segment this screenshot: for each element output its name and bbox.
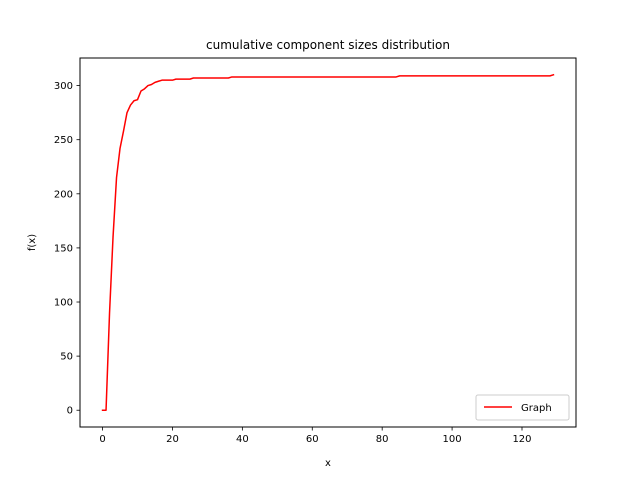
series-line-graph (101, 73, 555, 411)
y-tick-label: 150 (54, 243, 73, 254)
y-tick-label: 250 (54, 135, 73, 146)
y-axis-label: f(x) (27, 234, 38, 251)
y-tick-label: 100 (54, 298, 73, 309)
legend-label: Graph (521, 403, 552, 414)
axis-ticks: 0 20 40 60 80 100 120 0 50 100 150 200 250 300 (54, 81, 532, 445)
x-tick-label: 40 (236, 434, 249, 445)
y-tick-label: 300 (54, 81, 73, 92)
x-tick-label: 0 (99, 434, 105, 445)
legend: Graph (475, 394, 570, 421)
chart-title: cumulative component sizes distribution (206, 38, 450, 52)
y-tick-label: 0 (67, 406, 73, 417)
x-tick-label: 20 (166, 434, 179, 445)
x-tick-label: 60 (306, 434, 319, 445)
axes-frame (79, 57, 577, 428)
x-axis-label: x (325, 458, 331, 469)
legend-box (475, 394, 570, 421)
x-tick-label: 120 (512, 434, 531, 445)
y-tick-label: 50 (60, 352, 73, 363)
plot-area (101, 73, 555, 411)
x-tick-label: 100 (443, 434, 462, 445)
x-tick-label: 80 (376, 434, 389, 445)
y-tick-label: 200 (54, 189, 73, 200)
